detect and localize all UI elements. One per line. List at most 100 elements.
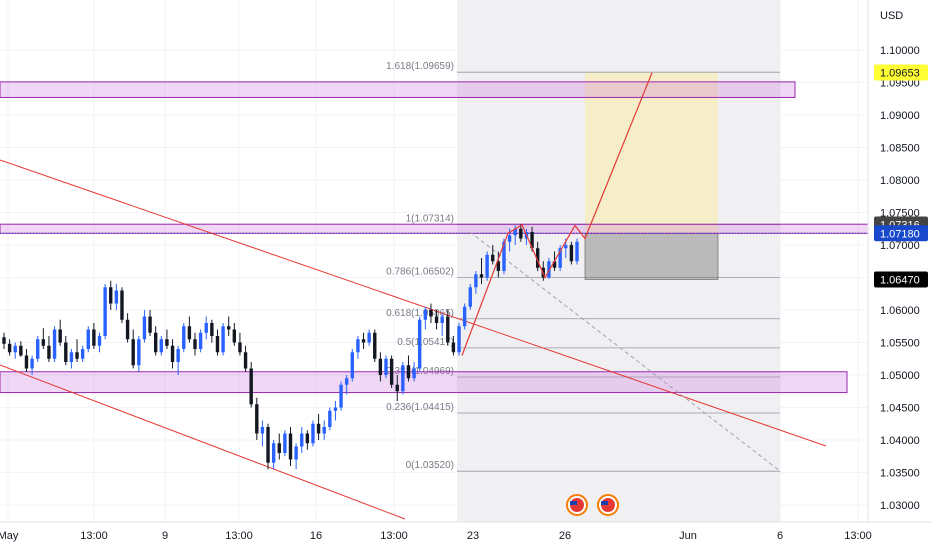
candle-body	[479, 274, 484, 278]
time-tick-label: 13:00	[844, 530, 872, 542]
candle-body	[485, 254, 489, 278]
candle-body	[429, 310, 433, 317]
price-tick-label: 1.06000	[880, 305, 920, 317]
candle-body	[457, 326, 461, 353]
candle-body	[446, 316, 450, 343]
candle-body	[109, 287, 113, 304]
candle-body	[24, 355, 29, 369]
candle-body	[227, 326, 231, 330]
price-tick-label: 1.05500	[880, 338, 920, 350]
time-tick-label: 23	[467, 530, 479, 542]
price-tick-label: 1.09000	[880, 110, 920, 122]
candle-body	[277, 443, 281, 453]
time-tick-label: 26	[559, 530, 571, 542]
lower-demand-zone	[0, 371, 848, 394]
time-tick-label: 13:00	[380, 530, 408, 542]
candle-body	[131, 339, 135, 366]
candle-body	[165, 339, 169, 346]
candle-body	[468, 287, 472, 307]
candle-body	[367, 332, 371, 343]
candle-body	[575, 241, 579, 262]
candle-body	[80, 349, 85, 359]
candle-body	[125, 319, 130, 340]
fib-level-label: 0.236(1.04415)	[386, 402, 454, 413]
candle-body	[232, 329, 237, 343]
price-tick-label: 1.03000	[880, 500, 920, 512]
candle-body	[120, 290, 124, 320]
candle-body	[294, 446, 298, 460]
fib-level-label: 1(1.07314)	[406, 214, 454, 225]
candle-body	[142, 316, 147, 340]
fib-level-label: 0.5(1.05417)	[397, 337, 454, 348]
candle-body	[13, 345, 17, 353]
candle-body	[243, 352, 248, 369]
fib-level-label: 0(1.03520)	[406, 460, 454, 471]
candle-body	[170, 345, 175, 362]
candle-body	[86, 329, 90, 349]
candle-body	[462, 306, 467, 327]
candle-body	[103, 287, 107, 336]
candle-body	[305, 433, 310, 444]
candle-body	[564, 245, 568, 249]
candle-body	[507, 235, 512, 242]
candle-body	[159, 339, 163, 353]
time-tick-label: 13:00	[80, 530, 108, 542]
time-axis-background	[0, 522, 932, 550]
upper-supply-zone	[0, 81, 796, 98]
currency-label: USD	[880, 10, 903, 22]
candle-body	[569, 245, 574, 262]
time-tick-label: 6	[777, 530, 783, 542]
candle-body	[92, 329, 96, 346]
candle-body	[496, 261, 501, 271]
candle-body	[137, 339, 141, 366]
fib-level-label: 0.786(1.06502)	[386, 266, 454, 277]
candle-body	[423, 310, 428, 320]
candle-body	[193, 339, 197, 349]
candle-body	[451, 342, 456, 353]
candle-body	[311, 423, 315, 444]
target-zone	[585, 72, 718, 234]
candle-body	[148, 316, 152, 333]
price-tag-label: 1.06470	[880, 274, 920, 286]
price-tag	[874, 64, 928, 81]
price-tag-label: 1.07180	[880, 228, 920, 240]
candle-body	[36, 339, 40, 359]
candle-body	[361, 339, 366, 343]
middle-zone	[0, 223, 869, 234]
candle-body	[19, 345, 23, 356]
candle-body	[406, 365, 411, 379]
candle-body	[58, 329, 62, 343]
price-tick-label: 1.04000	[880, 435, 920, 447]
time-tick-label: 13:00	[225, 530, 253, 542]
candle-body	[530, 232, 534, 249]
candle-body	[176, 349, 180, 362]
candle-body	[519, 228, 523, 239]
price-tick-label: 1.10000	[880, 45, 920, 57]
candle-body	[238, 342, 242, 353]
time-tick-label: 16	[310, 530, 322, 542]
candle-body	[288, 433, 293, 460]
channel-lower-line	[0, 364, 406, 520]
price-tag-label: 1.09653	[880, 68, 920, 80]
candle-body	[153, 332, 158, 353]
time-tick-label: May	[0, 530, 19, 542]
candle-body	[558, 248, 562, 268]
candle-body	[182, 326, 186, 349]
channel-upper-line	[0, 159, 827, 447]
price-tick-label: 1.08500	[880, 143, 920, 155]
candle-body	[316, 423, 321, 434]
candle-body	[418, 319, 422, 369]
candle-body	[30, 358, 34, 369]
candle-body	[389, 358, 394, 385]
candle-body	[434, 316, 439, 323]
fib-level-label: 1.618(1.09659)	[386, 61, 454, 72]
candle-body	[373, 332, 377, 359]
candle-body	[255, 404, 259, 434]
candle-body	[221, 326, 225, 353]
candle-body	[300, 433, 304, 447]
candle-body	[283, 433, 287, 453]
candle-body	[344, 378, 349, 385]
candle-body	[328, 410, 332, 427]
